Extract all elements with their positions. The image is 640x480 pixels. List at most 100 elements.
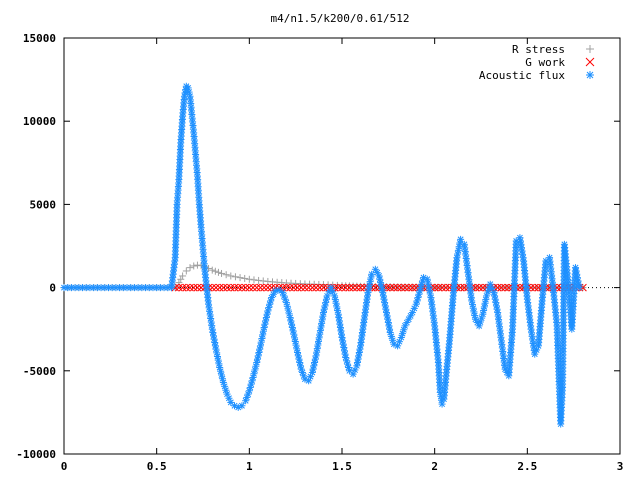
plot-frame	[63, 37, 621, 455]
data-point-interp	[267, 297, 275, 305]
data-point	[182, 267, 190, 275]
data-point-interp	[401, 283, 409, 292]
data-point	[356, 283, 365, 292]
x-tick-label: 0.5	[147, 460, 167, 473]
data-point	[190, 262, 198, 270]
data-point	[575, 284, 583, 292]
data-point-interp	[408, 283, 417, 292]
data-point	[579, 283, 587, 292]
data-point	[238, 402, 246, 410]
data-point-interp	[197, 283, 206, 292]
data-point-interp	[186, 283, 194, 292]
data-point-interp	[249, 283, 257, 292]
data-point-interp	[293, 283, 302, 292]
data-point	[457, 235, 465, 243]
data-point-interp	[373, 269, 381, 277]
data-point	[338, 283, 346, 292]
data-point-interp	[334, 307, 342, 315]
data-point	[279, 289, 287, 297]
x-axis: 0 0.5 1 1.5 2 2.5 3	[61, 38, 624, 473]
x-tick-label: 3	[617, 460, 624, 473]
data-point-interp	[344, 363, 352, 371]
data-point-interp	[238, 283, 246, 292]
data-point-interp	[501, 283, 509, 292]
data-point-interp	[241, 274, 249, 282]
data-point-interp	[286, 283, 294, 292]
data-point-interp	[308, 283, 317, 292]
data-point-interp	[312, 283, 320, 292]
y-tick-label: 5000	[30, 198, 57, 211]
data-point	[282, 283, 291, 292]
data-point	[208, 283, 217, 292]
data-point-interp	[426, 290, 434, 298]
data-point	[189, 283, 198, 292]
data-point-interp	[434, 283, 443, 292]
data-point-interp	[231, 273, 239, 281]
data-point-interp	[212, 283, 220, 292]
data-point-interp	[230, 283, 239, 292]
data-point-interp	[460, 283, 469, 292]
y-axis: 15000 10000 5000 0 -5000 -10000	[16, 32, 620, 461]
data-point-interp	[250, 276, 258, 284]
data-point-interp	[177, 275, 185, 283]
data-point-interp	[341, 283, 350, 292]
legend-label: R stress	[512, 43, 565, 56]
x-tick-label: 2.5	[517, 460, 537, 473]
data-point-interp	[475, 283, 484, 292]
data-point	[227, 272, 235, 280]
y-tick-label: -5000	[23, 365, 56, 378]
x-tick-label: 1	[246, 460, 253, 473]
data-point-interp	[289, 283, 298, 292]
data-point	[301, 283, 309, 292]
data-point	[264, 283, 272, 292]
data-point-interp	[288, 320, 296, 328]
legend-marker	[586, 71, 594, 79]
data-point-interp	[211, 267, 219, 275]
data-point-interp	[256, 283, 265, 292]
data-point-interp	[387, 332, 395, 340]
data-point-interp	[252, 283, 261, 292]
data-point	[368, 270, 376, 278]
data-point	[319, 283, 328, 292]
data-point	[236, 274, 244, 282]
data-point	[245, 283, 254, 292]
y-tick-label: 10000	[23, 115, 56, 128]
data-point-interp	[574, 277, 582, 285]
data-point	[186, 264, 194, 272]
data-point-interp	[214, 268, 222, 276]
y-tick-label: 15000	[23, 32, 56, 45]
data-point-interp	[175, 283, 183, 292]
data-point	[226, 283, 235, 292]
data-point-interp	[386, 283, 395, 292]
data-point-interp	[289, 327, 297, 335]
data-point-interp	[223, 283, 231, 292]
data-point-interp	[241, 283, 250, 292]
data-point-interp	[349, 283, 357, 292]
data-point	[218, 269, 226, 277]
data-point-interp	[493, 283, 502, 292]
legend-label: G work	[525, 56, 565, 69]
data-point-interp	[260, 283, 269, 292]
data-point-interp	[315, 283, 324, 292]
x-tick-label: 0	[61, 460, 68, 473]
data-point-interp	[334, 283, 343, 292]
data-point-interp	[397, 283, 406, 292]
data-point	[386, 329, 394, 337]
data-point-interp	[497, 283, 506, 292]
chart-title: m4/n1.5/k200/0.61/512	[270, 12, 409, 25]
data-point-interp	[222, 271, 230, 279]
data-point-interp	[339, 340, 347, 348]
x-tick-label: 2	[431, 460, 438, 473]
data-point-interp	[331, 296, 339, 304]
data-point-interp	[234, 283, 243, 292]
data-point	[275, 286, 283, 294]
data-point	[405, 315, 413, 323]
legend-label: Acoustic flux	[479, 69, 565, 82]
data-point-interp	[304, 283, 313, 292]
data-point-interp	[382, 283, 391, 292]
y-tick-label: 0	[49, 282, 56, 295]
data-point-interp	[404, 283, 413, 292]
data-point-interp	[456, 283, 465, 292]
